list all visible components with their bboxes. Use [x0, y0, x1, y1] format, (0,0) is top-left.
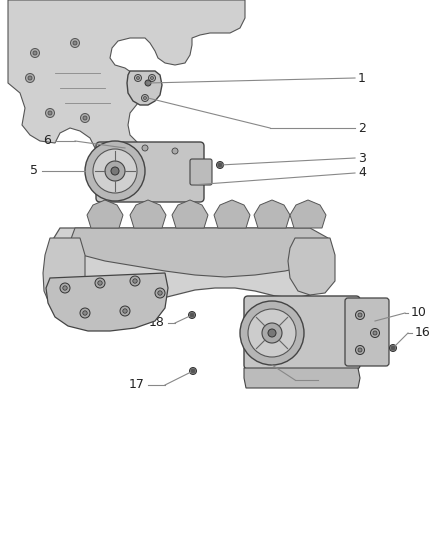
Circle shape — [111, 167, 119, 175]
Circle shape — [133, 279, 137, 283]
Polygon shape — [46, 273, 168, 331]
Circle shape — [356, 311, 364, 319]
Circle shape — [134, 75, 141, 82]
Circle shape — [358, 313, 362, 317]
Circle shape — [218, 163, 222, 167]
Circle shape — [144, 96, 146, 100]
Text: 1: 1 — [358, 71, 366, 85]
Circle shape — [145, 80, 151, 86]
Circle shape — [25, 74, 35, 83]
Circle shape — [85, 141, 145, 201]
Circle shape — [172, 148, 178, 154]
Circle shape — [141, 94, 148, 101]
Circle shape — [33, 51, 37, 55]
Circle shape — [137, 77, 139, 79]
Circle shape — [216, 161, 223, 168]
Polygon shape — [43, 238, 85, 311]
Circle shape — [188, 311, 195, 319]
Circle shape — [83, 116, 87, 120]
Circle shape — [98, 281, 102, 285]
Circle shape — [73, 41, 77, 45]
Circle shape — [262, 323, 282, 343]
Text: 10: 10 — [411, 306, 427, 319]
Text: 16: 16 — [415, 327, 431, 340]
Circle shape — [28, 76, 32, 80]
Circle shape — [83, 311, 87, 315]
FancyBboxPatch shape — [96, 142, 204, 202]
Circle shape — [123, 309, 127, 313]
Polygon shape — [8, 0, 245, 168]
Circle shape — [130, 276, 140, 286]
Circle shape — [191, 369, 195, 373]
Circle shape — [190, 367, 197, 375]
FancyBboxPatch shape — [345, 298, 389, 366]
Polygon shape — [288, 238, 335, 295]
Circle shape — [71, 38, 80, 47]
Circle shape — [155, 288, 165, 298]
Text: 4: 4 — [358, 166, 366, 180]
Circle shape — [158, 291, 162, 295]
Circle shape — [63, 286, 67, 290]
Text: 17: 17 — [129, 378, 145, 392]
Circle shape — [373, 331, 377, 335]
Circle shape — [105, 161, 125, 181]
Text: 18: 18 — [149, 317, 165, 329]
Polygon shape — [87, 200, 123, 228]
FancyBboxPatch shape — [190, 159, 212, 185]
Circle shape — [46, 109, 54, 117]
Circle shape — [120, 306, 130, 316]
Polygon shape — [214, 200, 250, 228]
Circle shape — [151, 77, 153, 79]
Text: 2: 2 — [358, 122, 366, 134]
Polygon shape — [172, 200, 208, 228]
Circle shape — [248, 309, 296, 357]
Circle shape — [389, 344, 396, 351]
Circle shape — [358, 348, 362, 352]
Circle shape — [81, 114, 89, 123]
Circle shape — [391, 346, 395, 350]
Circle shape — [95, 278, 105, 288]
Circle shape — [148, 75, 155, 82]
Circle shape — [60, 283, 70, 293]
Polygon shape — [130, 200, 166, 228]
Polygon shape — [50, 228, 332, 305]
Circle shape — [80, 308, 90, 318]
Polygon shape — [68, 228, 332, 277]
Text: 6: 6 — [43, 134, 51, 148]
Polygon shape — [244, 368, 360, 388]
Circle shape — [268, 329, 276, 337]
Polygon shape — [290, 200, 326, 228]
Circle shape — [371, 328, 379, 337]
Circle shape — [31, 49, 39, 58]
Circle shape — [190, 313, 194, 317]
Circle shape — [356, 345, 364, 354]
Circle shape — [48, 111, 52, 115]
Polygon shape — [127, 71, 162, 105]
FancyBboxPatch shape — [244, 296, 360, 369]
Polygon shape — [254, 200, 290, 228]
Circle shape — [142, 145, 148, 151]
Text: 3: 3 — [358, 151, 366, 165]
Circle shape — [93, 149, 137, 193]
Text: 5: 5 — [30, 165, 38, 177]
Text: 11: 11 — [321, 374, 337, 386]
Circle shape — [240, 301, 304, 365]
